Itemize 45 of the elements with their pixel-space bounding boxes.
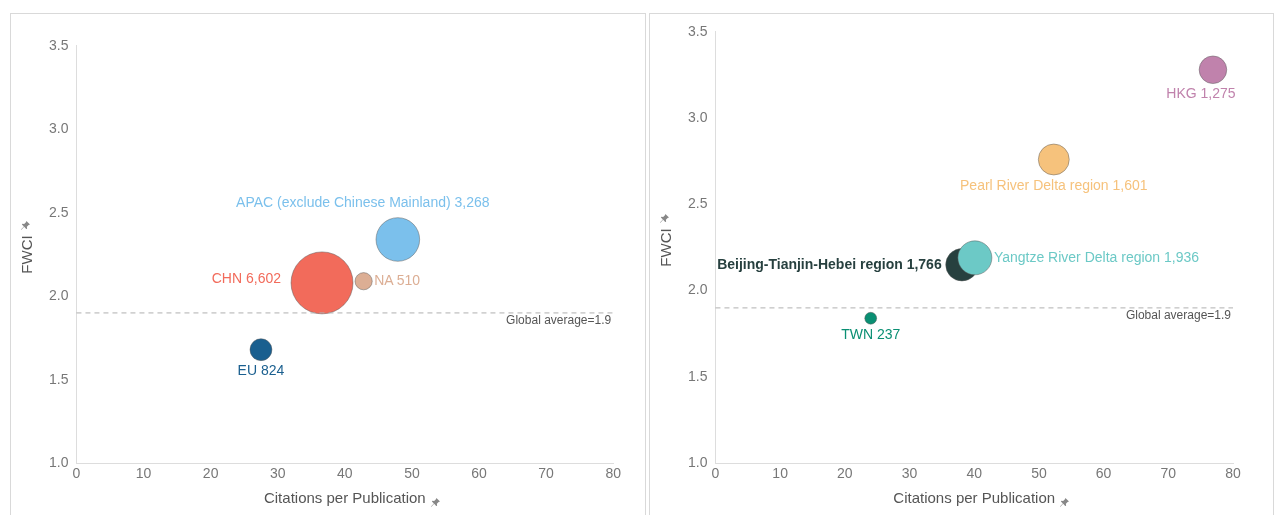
y-tick-label: 2.5: [48, 203, 69, 220]
x-tick-label: 60: [471, 465, 488, 482]
series-label: Beijing-Tianjin-Hebei region 1,766: [717, 255, 942, 272]
x-tick-label: 0: [711, 465, 720, 482]
x-axis-title: Citations per Publication: [893, 489, 1056, 507]
series-label: HKG 1,275: [1166, 85, 1236, 102]
y-tick-label: 1.5: [687, 367, 708, 384]
series-label: EU 824: [237, 362, 285, 379]
x-tick-label: 70: [1160, 465, 1177, 482]
x-tick-label: 50: [404, 465, 420, 482]
ref-line-label: Global average=1.9: [1125, 308, 1232, 323]
y-tick-label: 1.0: [48, 454, 69, 471]
x-tick-label: 50: [1031, 465, 1047, 482]
x-tick-label: 30: [901, 465, 918, 482]
x-tick-label: 80: [1225, 465, 1241, 482]
y-tick-label: 3.5: [48, 36, 69, 53]
x-tick-label: 40: [966, 465, 983, 482]
series-label: TWN 237: [841, 326, 901, 343]
y-tick-label: 3.0: [687, 108, 708, 125]
x-tick-label: 20: [837, 465, 853, 482]
x-tick-label: 10: [135, 465, 152, 482]
ref-line-label: Global average=1.9: [506, 313, 612, 328]
text: APAC (exclude Chinese Mainland) 3,268: [236, 193, 490, 210]
y-tick-label: 2.0: [687, 281, 708, 298]
x-tick-label: 60: [1095, 465, 1112, 482]
x-axis-title: Citations per Publication: [263, 489, 426, 507]
y-axis-title: FWCI: [657, 228, 675, 267]
y-tick-label: 3.0: [48, 120, 69, 137]
x-tick-label: 10: [772, 465, 789, 482]
series-label: Yangtze River Delta region 1,936: [993, 248, 1200, 265]
series-label: CHN 6,602: [211, 269, 282, 286]
x-tick-label: 0: [72, 465, 81, 482]
y-tick-label: 3.5: [687, 22, 708, 39]
y-tick-label: 1.0: [687, 454, 708, 471]
series-label: NA 510: [374, 272, 421, 289]
x-tick-label: 40: [337, 465, 353, 482]
x-tick-label: 80: [605, 465, 622, 482]
y-tick-label: 2.0: [48, 287, 69, 304]
x-tick-label: 70: [538, 465, 555, 482]
y-tick-label: 1.5: [48, 370, 69, 387]
y-tick-label: 2.5: [687, 195, 708, 212]
y-axis-title: FWCI: [18, 235, 36, 274]
x-tick-label: 20: [202, 465, 219, 482]
series-label: Pearl River Delta region 1,601: [960, 176, 1148, 193]
x-tick-label: 30: [269, 465, 286, 482]
